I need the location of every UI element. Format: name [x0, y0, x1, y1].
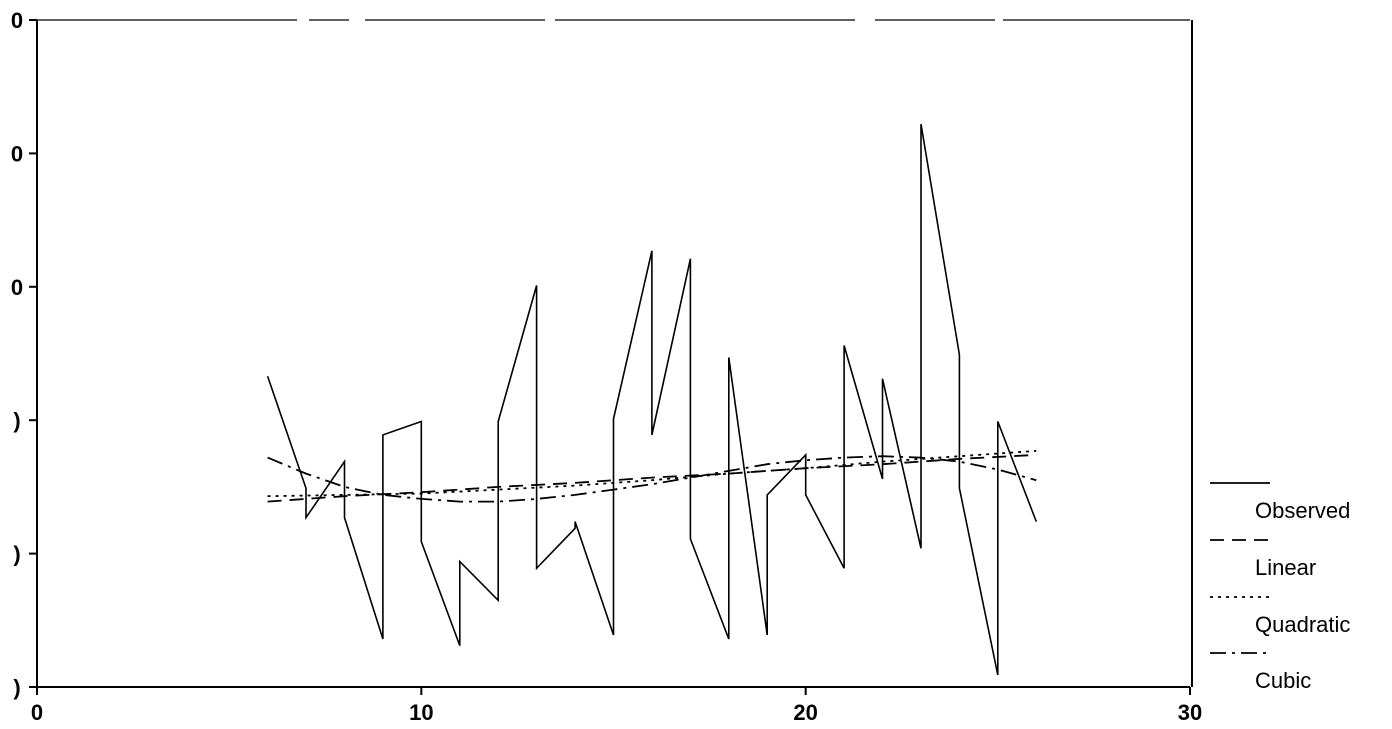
series-layer: [266, 123, 1038, 676]
legend-cubic-label: Cubic: [1255, 668, 1311, 693]
y-tick-label: ): [13, 408, 20, 433]
x-tick-label: 20: [793, 700, 817, 725]
series-linear-line: [267, 454, 1037, 503]
legend-observed-label: Observed: [1255, 498, 1350, 523]
y-axis-ticks: ))) 0 0 0: [11, 8, 37, 700]
y-tick-label: ): [13, 675, 20, 700]
x-tick-label: 10: [409, 700, 433, 725]
y-tick-label: ): [13, 542, 20, 567]
y-tick-label: 0: [11, 141, 23, 166]
x-tick-label: 0: [31, 700, 43, 725]
y-tick-label: 0: [11, 275, 23, 300]
series-quadratic-line: [267, 450, 1037, 498]
series-observed-line: [266, 123, 1038, 676]
legend-linear-label: Linear: [1255, 555, 1316, 580]
x-tick-label: 30: [1178, 700, 1202, 725]
legend: Observed Linear Quadratic Cubic: [1210, 482, 1350, 693]
series-cubic-line: [267, 455, 1037, 503]
plot-frame: [36, 19, 1193, 688]
x-axis-ticks: 0 10 20 30: [31, 687, 1202, 725]
legend-quadratic-label: Quadratic: [1255, 612, 1350, 637]
y-tick-label: 0: [11, 8, 23, 33]
